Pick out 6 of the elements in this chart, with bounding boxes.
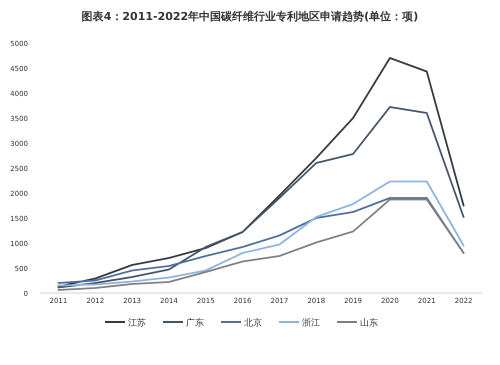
legend-label: 北京 <box>244 318 262 328</box>
legend-label: 浙江 <box>302 318 320 328</box>
legend-label: 广东 <box>186 318 204 328</box>
legend-label: 山东 <box>360 318 378 328</box>
chart-title: 图表4：2011-2022年中国碳纤维行业专利地区申请趋势(单位：项) <box>82 10 418 23</box>
legend-label: 江苏 <box>128 318 146 328</box>
